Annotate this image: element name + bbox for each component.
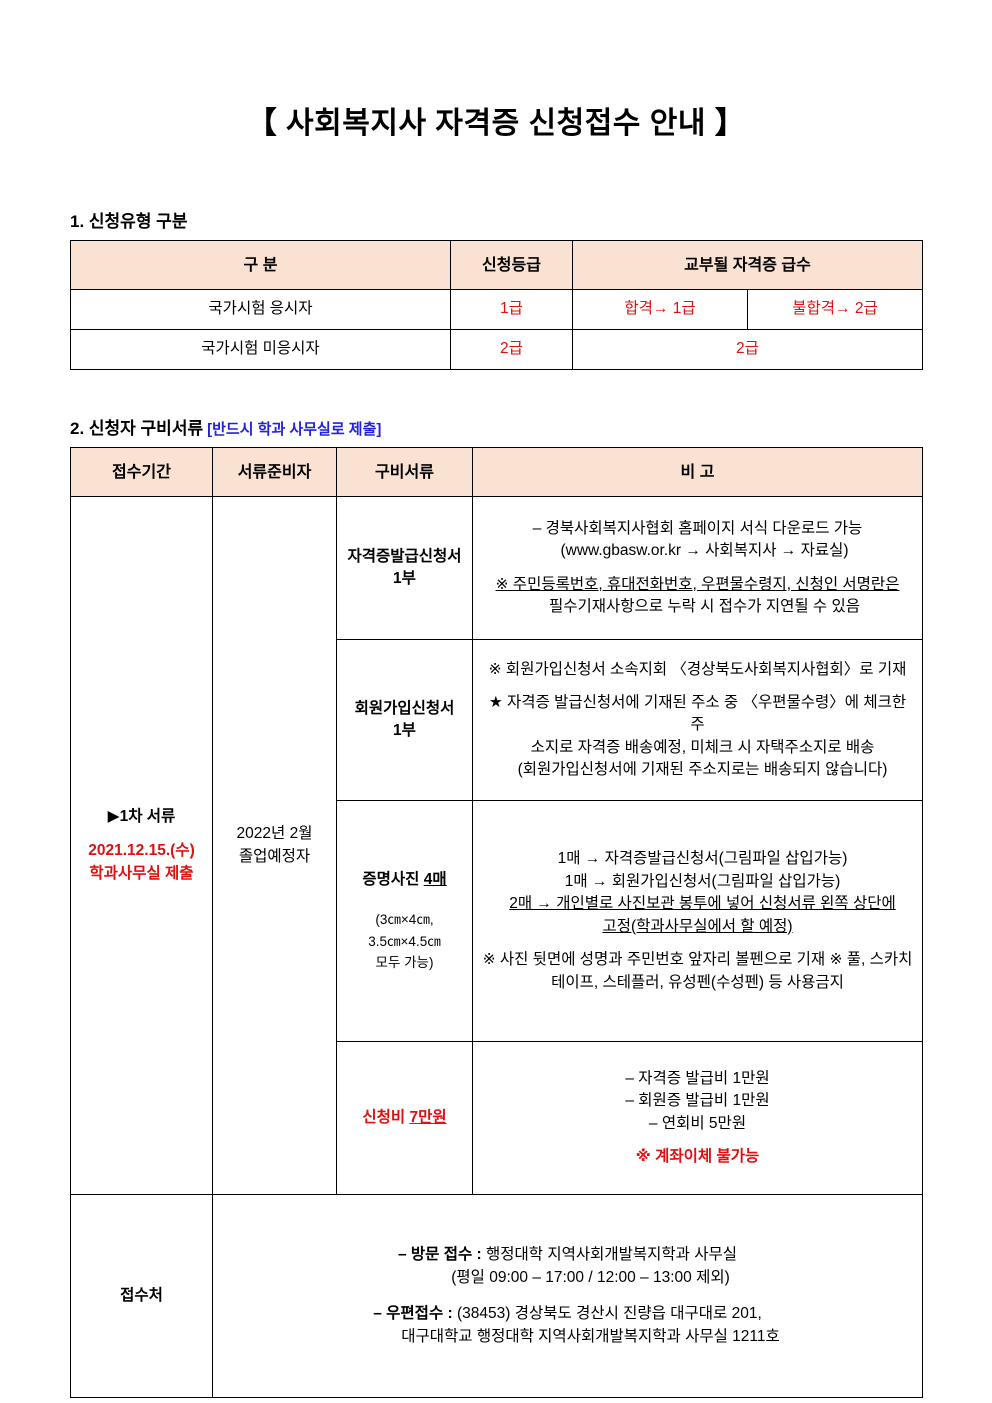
- table-header-row: 구 분 신청등급 교부될 자격증 급수: [70, 240, 923, 291]
- col-header-type: 구 분: [70, 240, 451, 291]
- cell-grade-non-exam-taker: 2급: [450, 329, 573, 371]
- office-visit-value: 행정대학 지역사회개발복지학과 사무실: [486, 1246, 738, 1264]
- remark-1-line-1: – 경북사회복지사협회 홈페이지 서식 다운로드 가능: [532, 519, 863, 537]
- remark-3-line-4: 고정(학과사무실에서 할 예정): [602, 917, 793, 935]
- preparer-line-2: 졸업예정자: [238, 847, 311, 865]
- table-row: ▶1차 서류 2021.12.15.(수) 학과사무실 제출 2022년 2월 …: [70, 496, 923, 1196]
- photo-size-note: (3㎝×4㎝, 3.5㎝×4.5㎝ 모두 가능): [345, 909, 464, 974]
- remark-4-line-1: – 자격증 발급비 1만원: [625, 1069, 770, 1087]
- cell-office-body: – 방문 접수 : 행정대학 지역사회개발복지학과 사무실 (평일 09:00 …: [212, 1194, 923, 1399]
- document-name-2: 회원가입신청서: [354, 699, 455, 717]
- period-place: 학과사무실 제출: [89, 864, 194, 882]
- cell-issue-merged: 2급: [572, 329, 923, 371]
- col-header-preparer: 서류준비자: [212, 447, 337, 498]
- remark-2-line-2: ★ 자격증 발급신청서에 기재된 주소 중 〈우편물수령〉에 체크한 주: [488, 693, 907, 734]
- section-2: 2. 신청자 구비서류 [반드시 학과 사무실로 제출] 접수기간 서류준비자 구…: [70, 418, 923, 1399]
- cell-type-exam-taker: 국가시험 응시자: [70, 289, 451, 331]
- remark-2-line-1: ※ 회원가입신청서 소속지회 〈경상북도사회복지사협회〉로 기재: [488, 660, 907, 678]
- col-header-remarks: 비 고: [472, 447, 923, 498]
- remark-3-line-3: 2매 → 개인별로 사진보관 봉투에 넣어 신청서류 왼쪽 상단에: [509, 895, 896, 913]
- office-mail-value-2: 대구대학교 행정대학 지역사회개발복지학과 사무실 1211호: [401, 1327, 780, 1345]
- photo-size-line-1: (3㎝×4㎝,: [375, 912, 434, 928]
- required-documents-table: 접수기간 서류준비자 구비서류 비 고 ▶1차 서류 2021.12.15.(수…: [70, 447, 923, 1399]
- table-row: 신청비 7만원 – 자격증 발급비 1만원 – 회원증 발급비 1만원 – 연회…: [71, 1041, 923, 1196]
- col-header-documents: 구비서류: [336, 447, 473, 498]
- remark-4-line-4: ※ 계좌이체 불가능: [635, 1148, 760, 1166]
- cell-preparer: 2022년 2월 졸업예정자: [212, 496, 337, 1196]
- document-name-4: 신청비: [362, 1108, 406, 1126]
- remark-3-line-1: 1매 → 자격증발급신청서(그림파일 삽입가능): [557, 850, 848, 868]
- office-mail-value: (38453) 경상북도 경산시 진량읍 대구대로 201,: [456, 1305, 762, 1323]
- document-name-3: 증명사진: [362, 870, 420, 888]
- section-1-heading: 1. 신청유형 구분: [70, 212, 188, 231]
- section-2-heading-text: 2. 신청자 구비서류: [70, 419, 204, 439]
- remark-1-line-3: ※ 주민등록번호, 휴대전화번호, 우편물수령지, 신청인 서명란은: [495, 575, 900, 593]
- application-type-table: 구 분 신청등급 교부될 자격증 급수 국가시험 응시자 1급 합격→ 1급 불…: [70, 240, 923, 371]
- table-header-row: 접수기간 서류준비자 구비서류 비 고: [70, 447, 923, 498]
- spacer: [481, 681, 914, 692]
- remark-1-line-2: (www.gbasw.or.kr → 사회복지사 → 자료실): [560, 542, 849, 560]
- preparer-line-1: 2022년 2월: [236, 825, 313, 843]
- cell-period: ▶1차 서류 2021.12.15.(수) 학과사무실 제출: [70, 496, 213, 1196]
- cell-remarks-1: – 경북사회복지사협회 홈페이지 서식 다운로드 가능 (www.gbasw.o…: [472, 496, 923, 641]
- remark-4-line-3: – 연회비 5만원: [648, 1114, 747, 1132]
- section-2-heading-note: [반드시 학과 사무실로 제출]: [207, 421, 382, 439]
- cell-remarks-4: – 자격증 발급비 1만원 – 회원증 발급비 1만원 – 연회비 5만원 ※ …: [472, 1041, 923, 1196]
- cell-document-name-4: 신청비 7만원: [336, 1041, 473, 1196]
- cell-document-name-2: 회원가입신청서 1부: [336, 639, 473, 802]
- col-header-grade: 신청등급: [450, 240, 573, 291]
- spacer: [481, 563, 914, 574]
- document-count-2: 1부: [393, 722, 416, 740]
- photo-size-line-3: 모두 가능): [375, 955, 434, 971]
- office-mail-line: – 우편접수 : (38453) 경상북도 경산시 진량읍 대구대로 201,: [373, 1305, 762, 1322]
- photo-size-line-2: 3.5㎝×4.5㎝: [368, 933, 441, 949]
- document-count-3: 4매: [423, 870, 447, 888]
- remark-4-line-2: – 회원증 발급비 1만원: [625, 1092, 770, 1110]
- remark-2-line-3: 소지로 자격증 배송예정, 미체크 시 자택주소지로 배송: [530, 738, 875, 756]
- cell-issue-pass: 합격→ 1급: [572, 289, 748, 331]
- table-row: 국가시험 미응시자 2급 2급: [70, 329, 923, 371]
- cell-office-label: 접수처: [70, 1194, 213, 1399]
- remark-3-line-5: ※ 사진 뒷면에 성명과 주민번호 앞자리 볼펜으로 기재: [482, 951, 826, 969]
- office-visit-hours: (평일 09:00 – 17:00 / 12:00 – 13:00 제외): [451, 1268, 730, 1286]
- spacer: [481, 1135, 914, 1146]
- spacer: [481, 938, 914, 949]
- cell-grade-exam-taker: 1급: [450, 289, 573, 331]
- table-row: 증명사진 4매 (3㎝×4㎝, 3.5㎝×4.5㎝ 모두 가능) 1매 → 자격…: [71, 800, 923, 1043]
- cell-document-name-3: 증명사진 4매 (3㎝×4㎝, 3.5㎝×4.5㎝ 모두 가능): [336, 800, 473, 1043]
- document-count-1: 1부: [393, 570, 416, 588]
- remark-3-line-2: 1매 → 회원가입신청서(그림파일 삽입가능): [564, 872, 841, 890]
- col-header-issue: 교부될 자격증 급수: [572, 240, 923, 291]
- remark-3-line-6: ※ 풀, 스카치테이프, 스테플러, 유성펜(수성펜) 등 사용금지: [551, 951, 913, 991]
- office-mail-key: – 우편접수 :: [373, 1305, 453, 1323]
- document-name-1: 자격증발급신청서: [347, 547, 462, 565]
- cell-issue-fail: 불합격→ 2급: [747, 289, 923, 331]
- period-date: 2021.12.15.(수): [88, 842, 195, 860]
- cell-type-non-exam-taker: 국가시험 미응시자: [70, 329, 451, 371]
- remark-1-line-4: 필수기재사항으로 누락 시 접수가 지연될 수 있음: [548, 598, 861, 616]
- spacer: [221, 1289, 914, 1303]
- section-1: 1. 신청유형 구분 구 분 신청등급 교부될 자격증 급수 국가시험 응시자 …: [70, 211, 923, 371]
- period-title: ▶1차 서류: [107, 807, 176, 825]
- table-row: 국가시험 응시자 1급 합격→ 1급 불합격→ 2급: [70, 289, 923, 331]
- table-row: 접수처 – 방문 접수 : 행정대학 지역사회개발복지학과 사무실 (평일 09…: [70, 1194, 923, 1399]
- remark-2-line-4: (회원가입신청서에 기재된 주소지로는 배송되지 않습니다): [517, 761, 888, 779]
- office-visit-key: – 방문 접수 :: [397, 1246, 482, 1264]
- office-visit-line: – 방문 접수 : 행정대학 지역사회개발복지학과 사무실: [398, 1246, 737, 1263]
- section-2-heading: 2. 신청자 구비서류 [반드시 학과 사무실로 제출]: [70, 418, 922, 440]
- cell-remarks-2: ※ 회원가입신청서 소속지회 〈경상북도사회복지사협회〉로 기재 ★ 자격증 발…: [472, 639, 923, 802]
- page-title: 【 사회복지사 자격증 신청접수 안내 】: [246, 107, 746, 140]
- col-header-period: 접수기간: [70, 447, 213, 498]
- fee-amount: 7만원: [409, 1108, 447, 1126]
- table-row: 회원가입신청서 1부 ※ 회원가입신청서 소속지회 〈경상북도사회복지사협회〉로…: [71, 639, 923, 802]
- cell-document-name-1: 자격증발급신청서 1부: [336, 496, 473, 641]
- cell-remarks-3: 1매 → 자격증발급신청서(그림파일 삽입가능) 1매 → 회원가입신청서(그림…: [472, 800, 923, 1043]
